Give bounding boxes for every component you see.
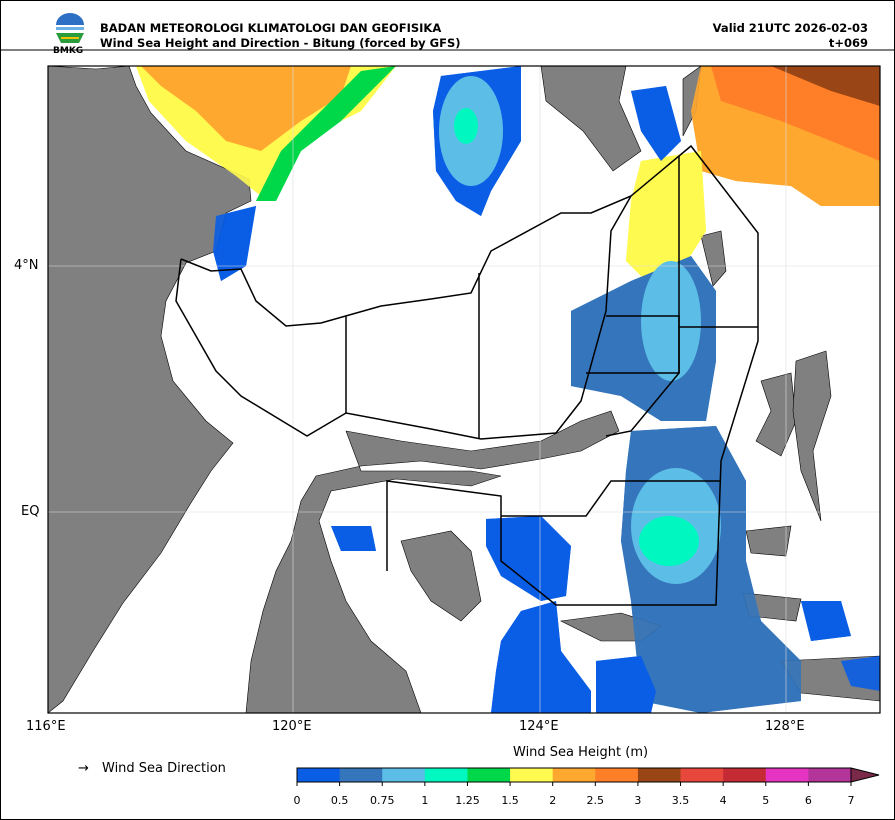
colorbar-segment (808, 768, 852, 782)
colorbar-segment (382, 768, 426, 782)
lon-label: 120°E (272, 719, 312, 734)
colorbar-tick-label: 3.5 (671, 794, 690, 807)
land-mindanao (540, 66, 642, 172)
colorbar-tick-label: 4 (719, 794, 727, 807)
colorbar-tick-label: 0 (293, 794, 301, 807)
colorbar-tick-label: 3 (634, 794, 642, 807)
agency-name: BADAN METEOROLOGI KLIMATOLOGI DAN GEOFIS… (100, 21, 442, 35)
land-borneo (48, 66, 252, 713)
colorbar-title: Wind Sea Height (m) (513, 745, 649, 760)
colorbar-tick-label: 0.75 (369, 794, 395, 807)
colorbar-tick-label: 6 (804, 794, 812, 807)
land-sulawesi (245, 410, 620, 713)
land-halmahera-east (792, 350, 832, 522)
forecast-zone-boundaries (175, 144, 759, 606)
colorbar-extend-arrow (850, 767, 880, 783)
colorbar (296, 767, 880, 786)
lat-label: EQ (21, 504, 40, 519)
lead-time: t+069 (828, 36, 868, 50)
arrow-right-icon: → (78, 761, 89, 776)
colorbar-tick-label: 0.5 (330, 794, 349, 807)
colorbar-tick-label: 7 (847, 794, 855, 807)
colorbar-segment (552, 768, 596, 782)
map-title: Wind Sea Height and Direction - Bitung (… (100, 36, 461, 50)
grid (48, 66, 880, 713)
lon-label: 124°E (519, 719, 559, 734)
colorbar-segment (637, 768, 682, 782)
lat-label: 4°N (14, 258, 39, 273)
colorbar-segment (297, 768, 341, 782)
colorbar-tick-label: 1 (421, 794, 429, 807)
colorbar-segment (595, 768, 639, 782)
lon-label: 116°E (26, 719, 66, 734)
valid-time: Valid 21UTC 2026-02-03 (712, 21, 868, 35)
colorbar-segment (680, 768, 724, 782)
colorbar-tick-label: 2 (549, 794, 557, 807)
colorbar-segment (424, 768, 468, 782)
bmkg-logo (56, 13, 84, 43)
colorbar-segment (723, 768, 767, 782)
land-sangihe (700, 230, 727, 287)
land-sulawesi-southeast (400, 530, 482, 622)
colorbar-segment (467, 768, 511, 782)
colorbar-segment (339, 768, 383, 782)
colorbar-segment (765, 768, 809, 782)
colorbar-segment (510, 768, 554, 782)
land (48, 66, 880, 713)
logo-text: BMKG (53, 46, 84, 56)
lon-label: 128°E (765, 719, 805, 734)
colorbar-tick-label: 1.25 (455, 794, 480, 807)
colorbar-tick-label: 1.5 (501, 794, 519, 807)
colorbar-tick-label: 5 (762, 794, 770, 807)
direction-legend-label: Wind Sea Direction (102, 761, 226, 776)
colorbar-tick-label: 2.5 (586, 794, 605, 807)
